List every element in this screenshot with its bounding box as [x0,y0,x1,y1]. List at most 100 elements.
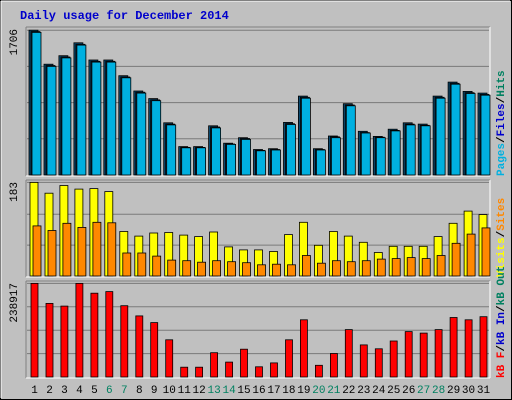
y-max-label-hits-files-pages: 1706 [9,29,21,55]
bar-kb-f-day-4 [75,282,84,378]
bar-kb-f-day-27 [419,332,428,378]
bar-pages-day-10 [166,124,177,176]
bar-pages-day-18 [286,124,296,176]
x-tick-label-day-5: 5 [91,385,98,397]
x-tick-label-day-14: 14 [222,385,236,397]
bar-sites-day-31 [481,227,491,277]
bar-kb-f-day-24 [374,348,383,378]
bar-kb-f-day-7 [120,305,129,378]
bar-pages-day-12 [196,147,207,176]
x-tick-label-day-12: 12 [192,385,205,397]
bar-pages-day-24 [375,137,386,176]
x-tick-label-day-26: 26 [402,385,415,397]
bar-sites-day-14 [227,261,237,277]
bar-pages-day-13 [211,127,222,176]
bar-kb-f-day-13 [210,352,219,378]
bar-sites-day-3 [62,222,72,277]
x-tick-label-day-30: 30 [462,385,475,397]
bar-sites-day-30 [466,233,476,277]
x-tick-label-day-8: 8 [136,385,143,397]
x-tick-label-day-9: 9 [151,385,158,397]
bar-kb-f-day-5 [90,292,99,378]
bar-pages-day-2 [46,66,57,176]
bar-kb-f-day-18 [285,339,293,378]
bar-pages-day-17 [271,149,281,176]
bar-kb-f-day-15 [240,348,248,378]
bar-kb-f-day-17 [270,362,278,378]
bar-pages-day-6 [106,61,117,176]
bar-pages-day-15 [241,138,251,176]
x-tick-label-day-11: 11 [178,385,192,397]
y-max-labels: 1706 183 238917 [9,29,21,323]
bar-kb-f-day-10 [165,339,174,378]
bar-sites-day-7 [122,252,132,277]
bar-pages-day-7 [121,77,132,176]
legend-entry--: / [496,345,508,352]
x-tick-label-day-27: 27 [417,385,430,397]
bar-kb-f-day-21 [329,353,338,378]
bar-kb-f-day-28 [434,329,443,378]
bar-kb-f-day-3 [60,305,69,378]
x-tick-label-day-10: 10 [163,385,176,397]
legend-entry-pages: Pages [496,143,508,176]
bar-sites-day-25 [391,258,401,277]
x-tick-label-day-24: 24 [372,385,386,397]
bar-pages-day-11 [181,147,192,176]
legend-entry--: / [496,230,508,237]
bar-sites-day-8 [137,252,147,277]
bar-kb-f-day-25 [389,340,398,378]
bar-kb-f-day-20 [314,364,323,378]
bar-sites-day-4 [77,226,87,277]
bar-pages-day-26 [405,124,416,176]
bar-pages-day-22 [345,105,356,176]
x-tick-labels: 1 2 3 4 5 6 7 8 9 10 11 12 13 14 15 16 17 18 19 20 21 22 23 24 2… [31,385,490,397]
bar-pages-day-5 [91,61,102,176]
x-tick-label-day-22: 22 [342,385,355,397]
bar-pages-day-20 [315,149,326,176]
x-tick-label-day-2: 2 [46,385,53,397]
x-tick-label-day-1: 1 [31,385,38,397]
bar-pages-day-8 [136,92,147,176]
legend-hits-files-pages: Pages/Files/Hits [496,70,508,176]
x-tick-label-day-6: 6 [106,385,113,397]
y-max-label-kbytes: 238917 [9,283,21,323]
x-tick-label-day-16: 16 [252,385,265,397]
x-tick-label-day-20: 20 [312,385,325,397]
legend-entry--: / [496,96,508,103]
bar-pages-day-25 [390,130,401,176]
x-tick-label-day-13: 13 [207,385,220,397]
y-max-label-visits-sites: 183 [9,182,21,202]
bar-pages-day-16 [256,150,266,176]
bar-kb-f-day-19 [299,319,308,378]
bar-sites-day-21 [331,260,341,277]
legend-entry--: / [496,136,508,143]
legend-entry-sites: Sites [496,198,508,231]
bar-pages-day-14 [226,143,237,176]
bar-sites-day-28 [436,255,446,277]
bar-pages-day-21 [330,137,341,176]
bar-sites-day-2 [47,230,57,277]
bar-pages-day-30 [465,93,476,176]
bar-sites-day-29 [451,242,461,277]
bar-kb-f-day-23 [359,344,368,378]
legend-kbytes: kB F/kB In/kB Out [496,266,508,378]
bar-pages-day-28 [435,97,446,176]
bar-kb-f-day-22 [344,329,353,378]
bar-sites-day-5 [92,221,102,277]
x-tick-label-day-21: 21 [327,385,341,397]
bar-sites-day-17 [272,263,281,277]
legend-entry-visits: Visits [496,237,508,277]
bar-sites-day-24 [376,258,386,277]
bar-sites-day-10 [167,259,177,277]
x-tick-label-day-28: 28 [432,385,445,397]
legend-entry-kb-f: kB F [496,352,508,378]
bar-pages-day-23 [360,132,371,176]
x-tick-label-day-31: 31 [477,385,491,397]
bar-kb-f-day-12 [195,366,204,378]
legend-entry-files: Files [496,103,508,136]
chart-panels [25,26,491,379]
bar-kb-f-day-29 [449,317,458,378]
chart-title: Daily usage for December 2014 [20,9,229,23]
bar-kb-f-day-1 [30,282,39,378]
x-tick-label-day-17: 17 [267,385,280,397]
